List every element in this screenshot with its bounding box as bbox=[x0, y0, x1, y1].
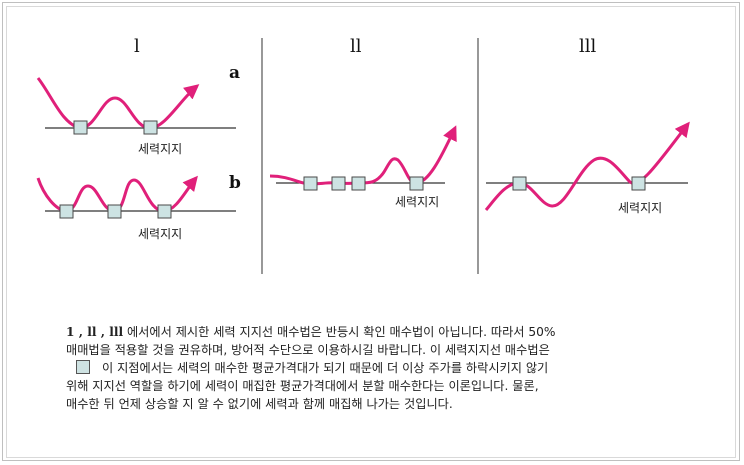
support-box bbox=[59, 204, 74, 219]
support-box bbox=[331, 176, 346, 191]
support-box bbox=[157, 204, 172, 219]
support-box bbox=[631, 176, 646, 191]
support-label-2: 세력지지 bbox=[395, 195, 439, 209]
support-box bbox=[143, 120, 158, 135]
support-box bbox=[303, 176, 318, 191]
panel1-title: l bbox=[134, 36, 140, 57]
caption-line-5: 매수한 뒤 언제 상승할 지 알 수 없기에 세력과 함께 매집해 나가는 것입… bbox=[66, 397, 453, 411]
support-box bbox=[409, 176, 424, 191]
support-box bbox=[107, 204, 122, 219]
support-label-3: 세력지지 bbox=[618, 201, 662, 215]
caption-line-3-text: 이 지점에서는 세력의 매수한 평균가격대가 되기 때문에 더 이상 주가를 하… bbox=[102, 361, 549, 375]
support-box bbox=[512, 176, 527, 191]
panel2-title: ll bbox=[350, 36, 362, 57]
caption: 1 , ll , lll 에서에서 제시한 세력 지지선 매수법은 반등시 확인… bbox=[66, 323, 716, 413]
panel1a-group: a 세력지지 bbox=[36, 63, 240, 156]
outer-frame bbox=[2, 2, 740, 461]
inner-frame bbox=[6, 6, 736, 458]
price-curve-3 bbox=[484, 121, 690, 211]
support-label-a: 세력지지 bbox=[138, 142, 182, 156]
caption-line-3: 이 지점에서는 세력의 매수한 평균가격대가 되기 때문에 더 이상 주가를 하… bbox=[66, 359, 716, 377]
caption-line-1-text: 에서에서 제시한 세력 지지선 매수법은 반등시 확인 매수법이 아닙니다. 따… bbox=[123, 325, 556, 339]
support-label-b: 세력지지 bbox=[138, 227, 182, 241]
panel3-title: lll bbox=[579, 36, 597, 57]
sub-label-b: b bbox=[229, 173, 241, 193]
support-box-legend bbox=[76, 360, 90, 374]
support-box bbox=[73, 120, 88, 135]
caption-line-1: 1 , ll , lll 에서에서 제시한 세력 지지선 매수법은 반등시 확인… bbox=[66, 323, 716, 341]
sub-label-a: a bbox=[229, 63, 240, 83]
price-curve-a bbox=[36, 77, 200, 130]
support-box bbox=[351, 176, 366, 191]
price-curve-2 bbox=[269, 125, 457, 186]
caption-roman-prefix: 1 , ll , lll bbox=[66, 325, 124, 339]
caption-line-2: 매매법을 적용할 것을 권유하며, 방어적 수단으로 이용하시길 바랍니다. 이… bbox=[66, 343, 550, 357]
panel1b-group: b 세력지지 bbox=[36, 173, 241, 241]
panel3-group: 세력지지 bbox=[484, 121, 690, 215]
caption-line-4: 위해 지지선 역할을 하기에 세력이 매집한 평균가격대에서 분할 매수한다는 … bbox=[66, 379, 539, 393]
panel2-group: 세력지지 bbox=[269, 125, 457, 209]
